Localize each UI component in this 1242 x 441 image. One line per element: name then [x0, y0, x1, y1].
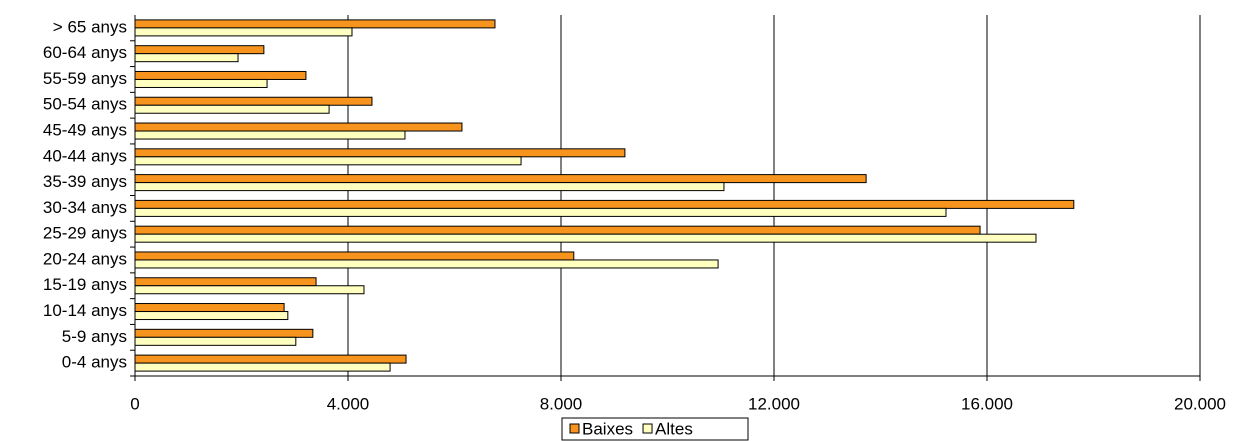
x-tick-label: 20.000: [1174, 394, 1226, 413]
bar: [134, 225, 981, 235]
legend-label: Altes: [655, 419, 693, 438]
y-tick-label: 15-19 anys: [43, 275, 127, 294]
bar: [134, 285, 365, 295]
bar: [134, 277, 317, 287]
bar: [134, 182, 725, 192]
y-tick-label: 10-14 anys: [43, 301, 127, 320]
y-tick-label: 55-59 anys: [43, 69, 127, 88]
y-tick-label: 50-54 anys: [43, 95, 127, 114]
bar: [134, 328, 314, 338]
bar: [134, 311, 289, 321]
bar: [134, 27, 353, 37]
legend-swatch: [569, 423, 580, 434]
bar: [134, 207, 947, 217]
bar: [134, 96, 373, 106]
y-tick-label: 5-9 anys: [62, 327, 127, 346]
bar: [134, 53, 239, 63]
x-tick-label: 0: [130, 394, 139, 413]
y-tick-label: 45-49 anys: [43, 121, 127, 140]
bar: [134, 362, 391, 372]
bar: [134, 122, 463, 132]
bar: [134, 148, 626, 158]
y-tick-label: 60-64 anys: [43, 43, 127, 62]
bar: [134, 156, 522, 166]
x-tick-label: 12.000: [748, 394, 800, 413]
bar: [134, 174, 867, 184]
bar: [134, 104, 330, 114]
y-tick-label: 20-24 anys: [43, 249, 127, 268]
bar: [134, 336, 297, 346]
legend-label: Baixes: [582, 419, 633, 438]
bar: [134, 354, 407, 364]
x-tick-label: 4.000: [327, 394, 370, 413]
bar: [134, 233, 1037, 243]
bar: [134, 70, 307, 80]
bar: [134, 45, 265, 55]
legend-swatch: [642, 423, 653, 434]
bar: [134, 78, 268, 88]
bar: [134, 251, 575, 261]
bar: [134, 199, 1075, 209]
bar: [134, 19, 496, 29]
legend-box: [561, 417, 749, 441]
y-tick-label: 35-39 anys: [43, 172, 127, 191]
x-tick-label: 8.000: [540, 394, 583, 413]
bar: [134, 130, 406, 140]
bar: [134, 259, 719, 269]
y-tick-label: > 65 anys: [53, 17, 127, 36]
bar: [134, 303, 285, 313]
y-tick-label: 25-29 anys: [43, 224, 127, 243]
y-tick-label: 40-44 anys: [43, 146, 127, 165]
legend: Baixes Altes: [561, 417, 749, 441]
y-tick-label: 0-4 anys: [62, 353, 127, 372]
y-tick-label: 30-34 anys: [43, 198, 127, 217]
x-tick-label: 16.000: [961, 394, 1013, 413]
